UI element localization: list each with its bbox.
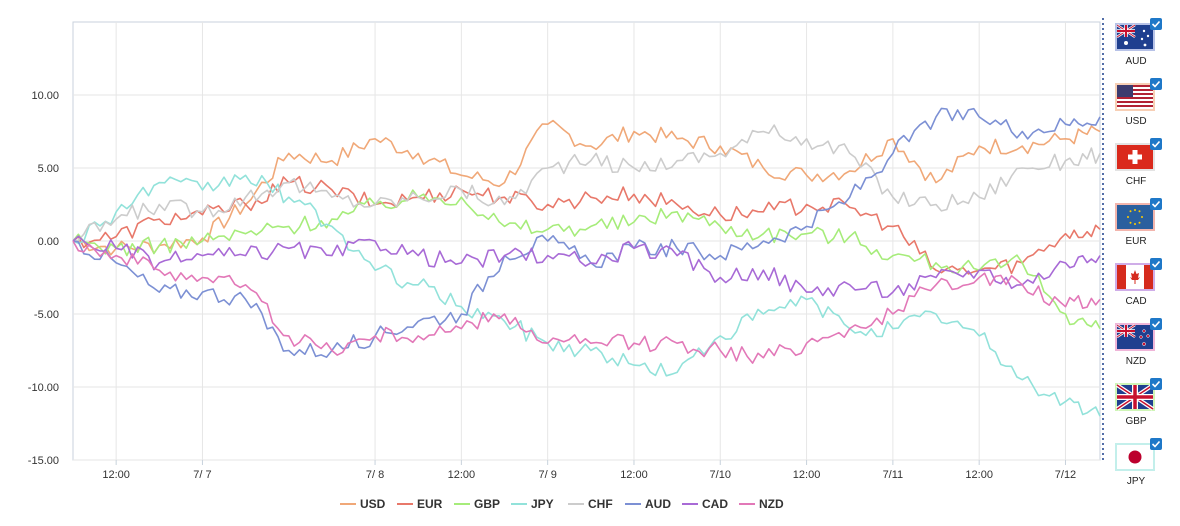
y-tick-label: -5.00 <box>34 309 59 321</box>
usa-flag-icon <box>1115 78 1162 111</box>
axes: 10.00 5.00 0.00 -5.00 -10.00 -15.00 12:00 7/ 7 7… <box>28 18 1104 481</box>
y-tick-label: 0.00 <box>38 236 59 248</box>
currency-label: EUR <box>1125 236 1147 247</box>
checkbox-checked-icon[interactable] <box>1150 438 1162 450</box>
canada-flag-icon <box>1115 258 1162 291</box>
x-tick-label: 12:00 <box>448 469 476 481</box>
currency-toggle-gbp[interactable]: GBP <box>1110 378 1166 436</box>
currency-toggle-eur[interactable]: EUR <box>1110 198 1166 256</box>
legend-label: NZD <box>759 497 784 511</box>
legend-label: EUR <box>417 497 443 511</box>
checkbox-checked-icon[interactable] <box>1150 198 1162 210</box>
x-tick-label: 7/10 <box>710 469 731 481</box>
legend-item-aud[interactable]: AUD <box>625 497 671 511</box>
currency-label: CAD <box>1125 296 1147 307</box>
uk-flag-icon <box>1115 378 1162 411</box>
x-tick-label: 7/11 <box>883 469 904 481</box>
legend-label: USD <box>360 497 386 511</box>
series-line-jpy <box>72 174 1101 417</box>
currency-toggle-nzd[interactable]: NZD <box>1110 318 1166 376</box>
series-lines <box>72 107 1101 417</box>
x-tick-label: 12:00 <box>793 469 821 481</box>
legend-item-usd[interactable]: USD <box>340 497 386 511</box>
x-tick-label: 7/12 <box>1055 469 1076 481</box>
checkbox-checked-icon[interactable] <box>1150 318 1162 330</box>
legend-item-jpy[interactable]: JPY <box>511 497 554 511</box>
x-tick-label: 7/ 8 <box>366 469 384 481</box>
series-line-chf <box>72 124 1101 242</box>
grid <box>72 21 1101 461</box>
series-line-eur <box>72 175 1101 275</box>
australia-flag-icon <box>1115 18 1162 51</box>
x-tick-label: 7/ 7 <box>193 469 211 481</box>
currency-filter-panel: AUD USD CHF EUR CAD NZD GBP JPY <box>1110 18 1166 498</box>
legend-item-nzd[interactable]: NZD <box>739 497 784 511</box>
checkbox-checked-icon[interactable] <box>1150 138 1162 150</box>
legend-label: AUD <box>645 497 671 511</box>
legend: USD EUR GBP JPY CHF AUD CAD NZD <box>340 497 784 511</box>
legend-item-eur[interactable]: EUR <box>397 497 443 511</box>
y-tick-label: 5.00 <box>38 163 59 175</box>
japan-flag-icon <box>1115 438 1162 471</box>
x-tick-label: 12:00 <box>102 469 130 481</box>
series-line-nzd <box>72 240 1101 364</box>
x-tick-label: 7/ 9 <box>538 469 556 481</box>
switzerland-flag-icon <box>1115 138 1162 171</box>
x-tick-label: 12:00 <box>620 469 648 481</box>
currency-label: NZD <box>1125 356 1147 367</box>
legend-item-gbp[interactable]: GBP <box>454 497 500 511</box>
currency-label: AUD <box>1125 56 1147 67</box>
currency-toggle-usd[interactable]: USD <box>1110 78 1166 136</box>
new-zealand-flag-icon <box>1115 318 1162 351</box>
currency-toggle-cad[interactable]: CAD <box>1110 258 1166 316</box>
legend-label: GBP <box>474 497 500 511</box>
x-tick-label: 12:00 <box>965 469 993 481</box>
legend-label: JPY <box>531 497 554 511</box>
checkbox-checked-icon[interactable] <box>1150 378 1162 390</box>
currency-label: CHF <box>1125 176 1147 187</box>
currency-label: JPY <box>1126 476 1146 487</box>
currency-toggle-aud[interactable]: AUD <box>1110 18 1166 76</box>
currency-label: USD <box>1125 116 1147 127</box>
currency-toggle-chf[interactable]: CHF <box>1110 138 1166 196</box>
series-line-cad <box>72 235 1101 299</box>
legend-label: CAD <box>702 497 728 511</box>
eu-flag-icon <box>1115 198 1162 231</box>
legend-item-chf[interactable]: CHF <box>568 497 613 511</box>
currency-label: GBP <box>1125 416 1147 427</box>
checkbox-checked-icon[interactable] <box>1150 18 1162 30</box>
currency-toggle-jpy[interactable]: JPY <box>1110 438 1166 496</box>
legend-label: CHF <box>588 497 613 511</box>
y-tick-label: -15.00 <box>28 455 59 467</box>
checkbox-checked-icon[interactable] <box>1150 78 1162 90</box>
legend-item-cad[interactable]: CAD <box>682 497 728 511</box>
series-line-gbp <box>72 189 1101 329</box>
y-tick-label: -10.00 <box>28 382 59 394</box>
y-tick-label: 10.00 <box>31 90 59 102</box>
series-line-usd <box>72 119 1101 256</box>
checkbox-checked-icon[interactable] <box>1150 258 1162 270</box>
